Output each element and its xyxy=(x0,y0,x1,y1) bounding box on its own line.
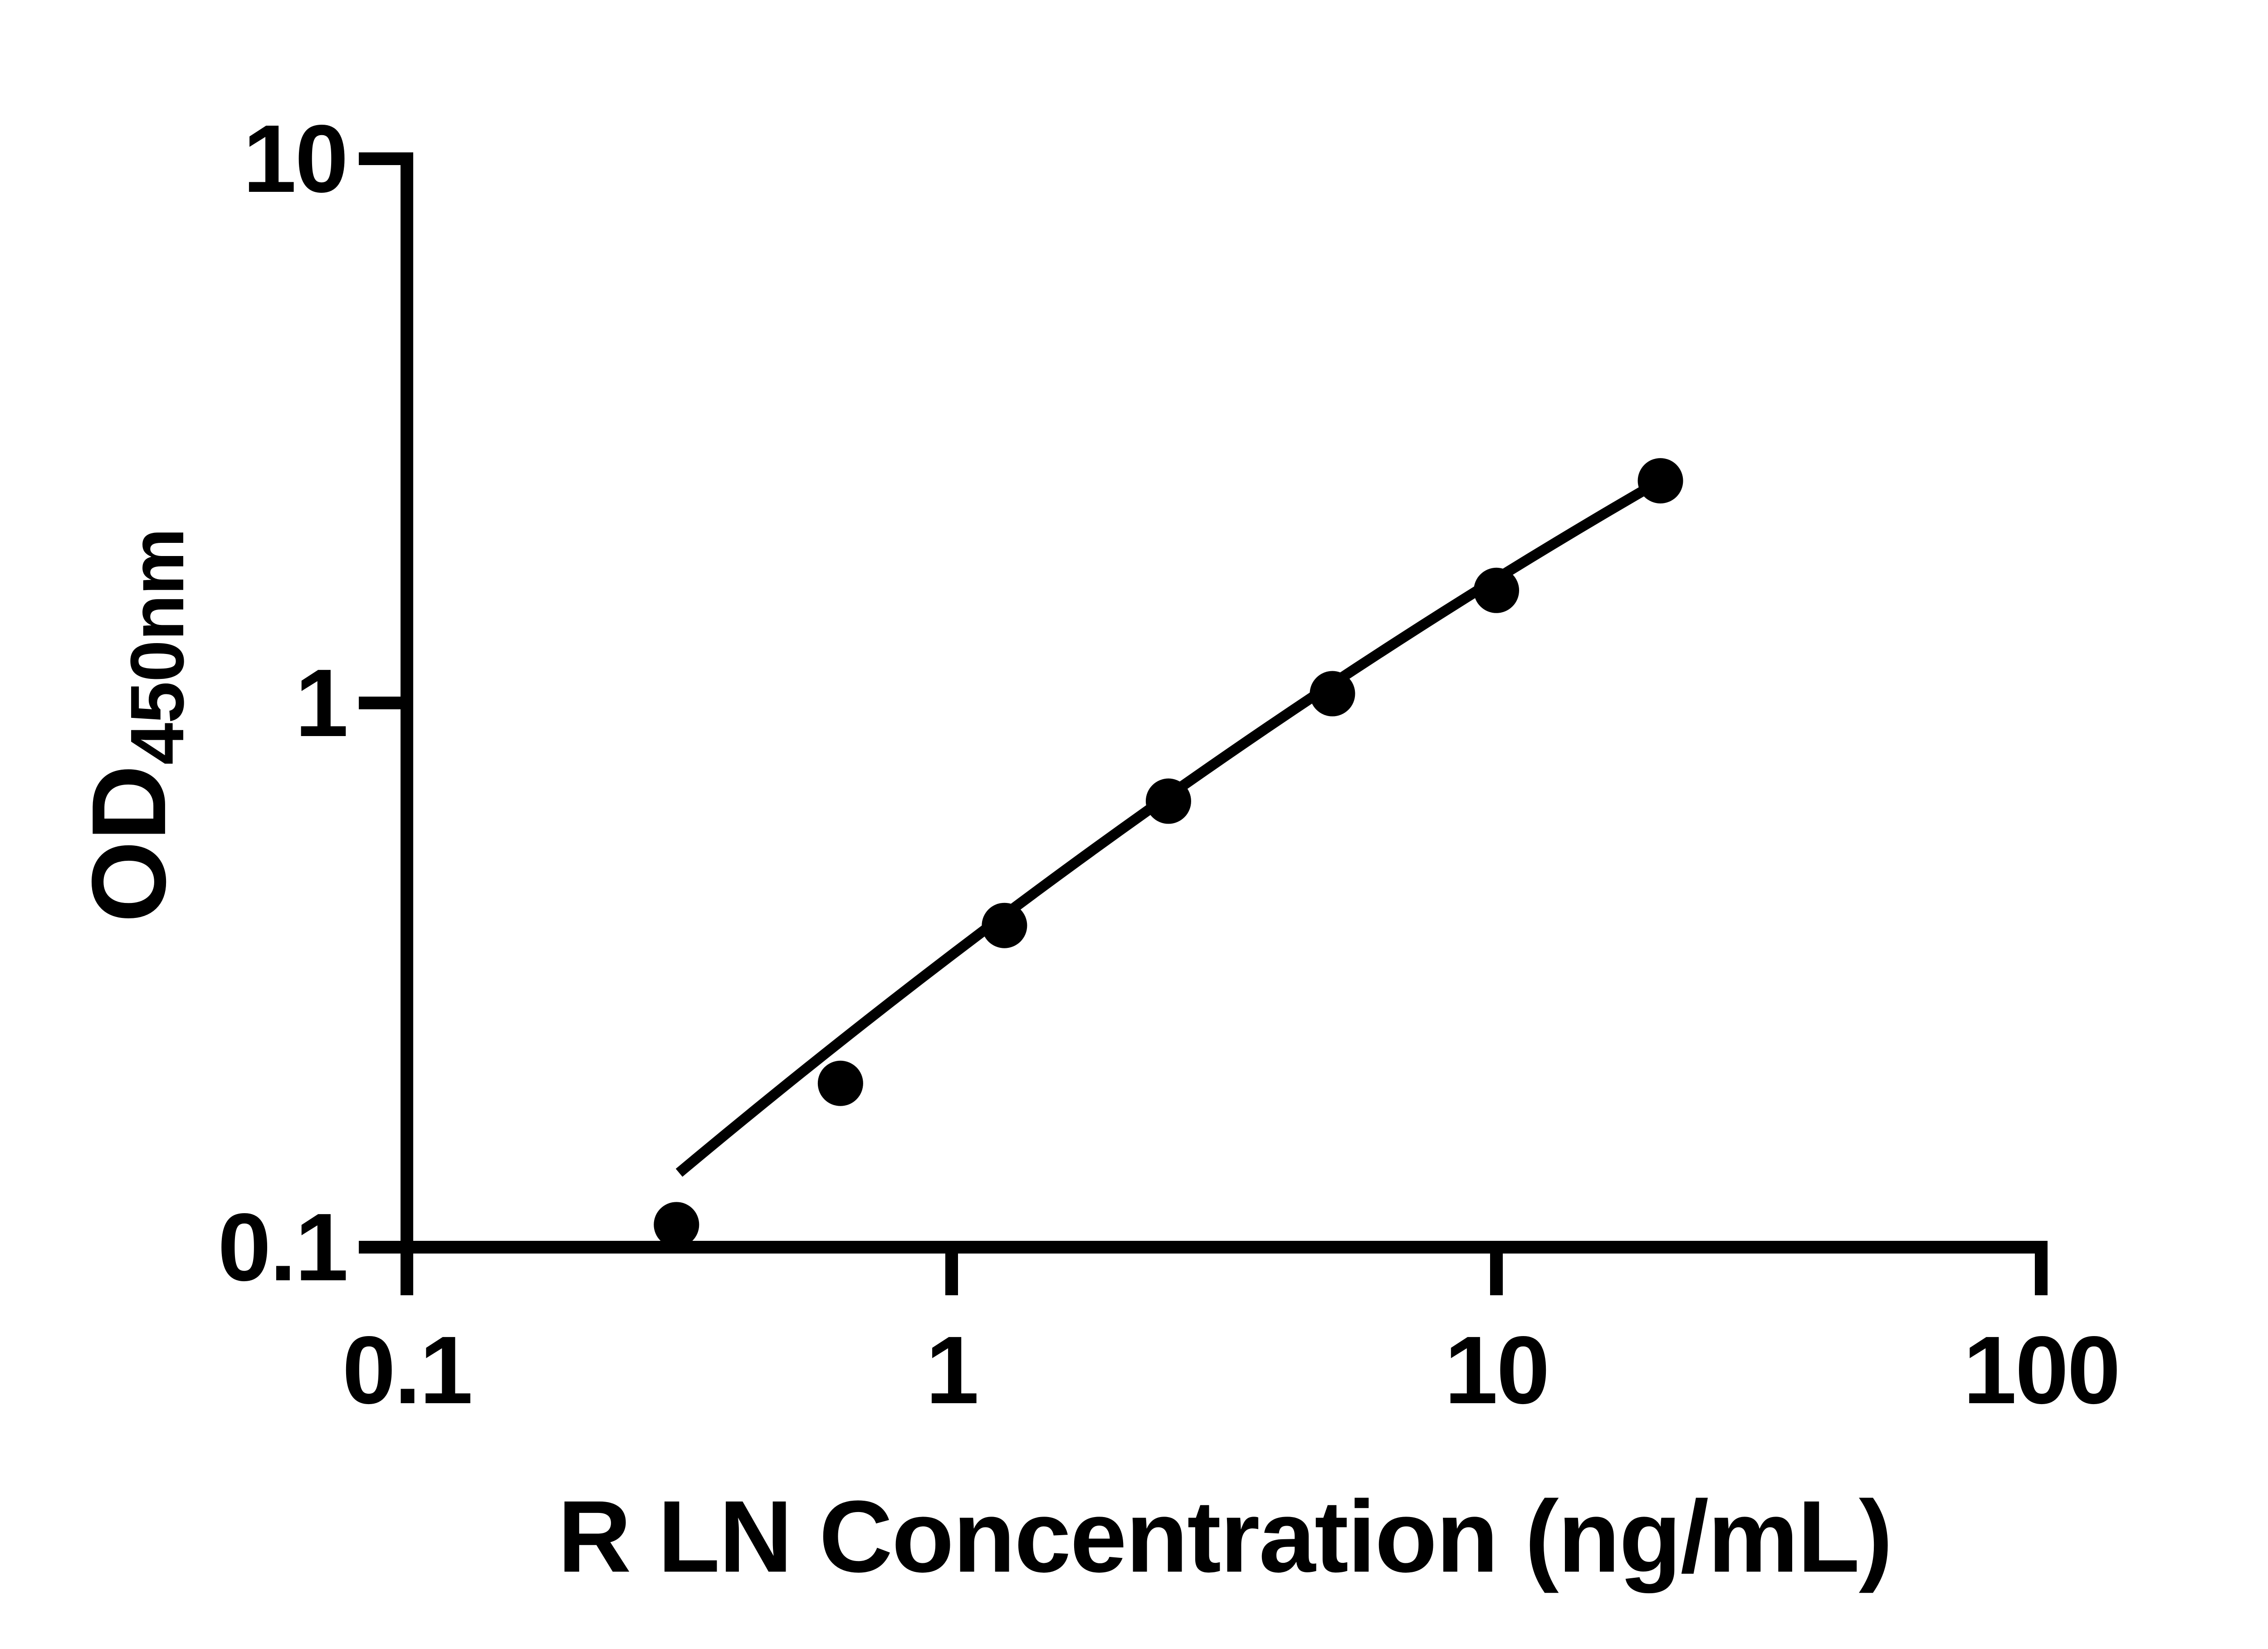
y-tick-label: 1 xyxy=(295,649,348,756)
x-tick-label: 100 xyxy=(1963,1316,2121,1424)
data-point xyxy=(817,1060,863,1106)
y-axis-title: OD450nm xyxy=(70,529,200,923)
y-axis-title-subscript: 450nm xyxy=(115,528,200,765)
y-tick-label: 0.1 xyxy=(217,1193,348,1301)
data-point xyxy=(1637,458,1683,504)
data-point xyxy=(1474,567,1519,613)
y-axis-title-main: OD xyxy=(70,765,188,923)
data-point xyxy=(1310,671,1355,717)
x-tick-label: 0.1 xyxy=(342,1316,473,1424)
data-point xyxy=(654,1202,699,1248)
data-point xyxy=(1145,778,1191,824)
x-tick-label: 10 xyxy=(1444,1316,1550,1424)
data-point xyxy=(982,903,1027,948)
x-axis-title: R LN Concentration (ng/mL) xyxy=(557,1479,1892,1594)
y-tick-label: 10 xyxy=(243,105,349,212)
x-tick-label: 1 xyxy=(925,1316,979,1424)
